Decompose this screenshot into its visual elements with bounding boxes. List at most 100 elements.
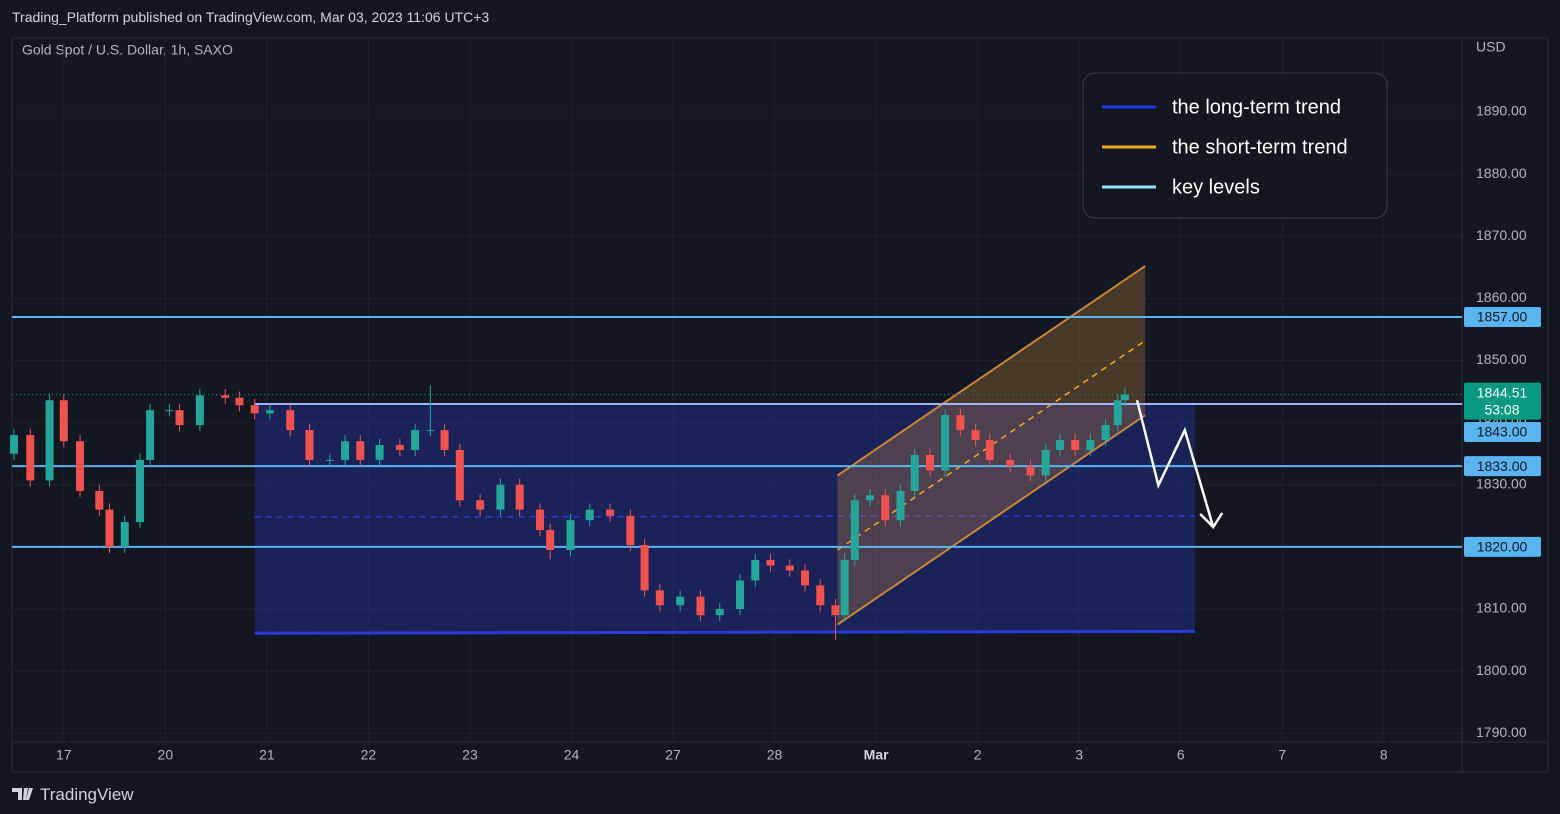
y-tick-label: 1880.00 bbox=[1476, 165, 1527, 181]
candle-body bbox=[1120, 394, 1129, 401]
last-price-bg bbox=[1464, 382, 1541, 420]
x-tick-label: 23 bbox=[462, 747, 478, 763]
candle-body bbox=[655, 590, 664, 606]
publisher-line: Trading_Platform published on TradingVie… bbox=[12, 9, 490, 25]
candle-body bbox=[455, 449, 464, 501]
candle-body bbox=[476, 500, 485, 510]
x-tick-label: 6 bbox=[1177, 747, 1185, 763]
candle-body bbox=[221, 395, 230, 398]
candle-body bbox=[785, 565, 794, 571]
candle-body bbox=[76, 441, 85, 491]
candle-body bbox=[626, 515, 635, 546]
chart-title: Gold Spot / U.S. Dollar, 1h, SAXO bbox=[22, 42, 233, 58]
candle-body bbox=[585, 509, 594, 521]
candle-body bbox=[751, 559, 760, 581]
x-tick-label: 20 bbox=[158, 747, 174, 763]
candle-body bbox=[941, 415, 950, 471]
candle-body bbox=[341, 441, 350, 460]
x-tick-label: Mar bbox=[864, 747, 889, 763]
candle-body bbox=[426, 430, 435, 432]
price-label: 1857.00 bbox=[1477, 309, 1528, 325]
y-tick-label: 1800.00 bbox=[1476, 662, 1527, 678]
candle-body bbox=[566, 520, 575, 550]
price-label: 1833.00 bbox=[1477, 458, 1528, 474]
candle-body bbox=[496, 484, 505, 510]
y-tick-label: 1870.00 bbox=[1476, 227, 1527, 243]
x-tick-label: 21 bbox=[259, 747, 275, 763]
candle-body bbox=[1055, 440, 1064, 450]
x-tick-label: 27 bbox=[665, 747, 681, 763]
candle-body bbox=[696, 596, 705, 616]
candle-body bbox=[715, 609, 724, 616]
candle-body bbox=[801, 570, 810, 586]
candle-body bbox=[286, 410, 295, 431]
candle-body bbox=[395, 444, 404, 450]
candle-body bbox=[411, 430, 420, 450]
candle-body bbox=[640, 545, 649, 591]
candle-body bbox=[840, 559, 849, 616]
candle-body bbox=[440, 430, 449, 450]
candle-body bbox=[766, 559, 775, 566]
range-box bbox=[254, 403, 1195, 634]
candle-body bbox=[10, 435, 19, 454]
x-tick-label: 2 bbox=[974, 747, 982, 763]
candle-body bbox=[676, 596, 685, 606]
candle-body bbox=[1086, 440, 1095, 450]
last-price-label: 1844.51 bbox=[1477, 384, 1528, 400]
y-tick-label: 1890.00 bbox=[1476, 103, 1527, 119]
candle-body bbox=[896, 490, 905, 521]
candle-body bbox=[235, 397, 244, 406]
x-tick-label: 8 bbox=[1380, 747, 1388, 763]
x-tick-label: 7 bbox=[1278, 747, 1286, 763]
candle-body bbox=[736, 580, 745, 610]
currency-label: USD bbox=[1476, 39, 1506, 55]
price-label-bg bbox=[1464, 536, 1541, 557]
y-tick-label: 1830.00 bbox=[1476, 475, 1527, 491]
candle-body bbox=[45, 400, 54, 481]
candle-body bbox=[546, 530, 555, 550]
candle-body bbox=[95, 490, 104, 510]
candle-body bbox=[356, 441, 365, 460]
candle-body bbox=[1006, 459, 1015, 467]
tradingview-logo bbox=[12, 788, 33, 800]
legend-label: the short-term trend bbox=[1172, 136, 1348, 158]
x-tick-label: 17 bbox=[56, 747, 72, 763]
candle-body bbox=[925, 454, 934, 471]
candle-body bbox=[831, 605, 840, 616]
y-tick-label: 1810.00 bbox=[1476, 600, 1527, 616]
candle-body bbox=[195, 395, 204, 426]
candle-body bbox=[956, 415, 965, 431]
x-tick-label: 3 bbox=[1075, 747, 1083, 763]
candle-body bbox=[1101, 425, 1110, 441]
candle-body bbox=[1026, 466, 1035, 476]
candle-body bbox=[910, 454, 919, 491]
projection-arrowhead bbox=[1199, 512, 1224, 529]
candle-body bbox=[325, 459, 334, 461]
channel-lower bbox=[836, 414, 1146, 626]
y-tick-label: 1850.00 bbox=[1476, 351, 1527, 367]
channel-upper bbox=[836, 265, 1146, 477]
brand: TradingView bbox=[40, 785, 134, 804]
channel-mid bbox=[837, 339, 1146, 551]
x-tick-label: 22 bbox=[361, 747, 377, 763]
candle-body bbox=[146, 410, 155, 460]
y-tick-label: 1860.00 bbox=[1476, 289, 1527, 305]
candle-body bbox=[165, 410, 174, 412]
candle-body bbox=[305, 430, 314, 460]
candle-body bbox=[1071, 440, 1080, 450]
price-label: 1820.00 bbox=[1477, 539, 1528, 555]
range-mid bbox=[254, 515, 1195, 518]
price-label-bg bbox=[1464, 306, 1541, 327]
legend-label: key levels bbox=[1172, 176, 1260, 198]
candle-body bbox=[250, 405, 259, 414]
x-tick-label: 28 bbox=[767, 747, 783, 763]
price-label: 1843.00 bbox=[1477, 424, 1528, 440]
candle-body bbox=[606, 509, 615, 516]
candle-body bbox=[26, 435, 35, 481]
legend-label: the long-term trend bbox=[1172, 96, 1341, 118]
candle-body bbox=[816, 585, 825, 606]
candle-body bbox=[971, 430, 980, 441]
candle-body bbox=[135, 459, 144, 523]
